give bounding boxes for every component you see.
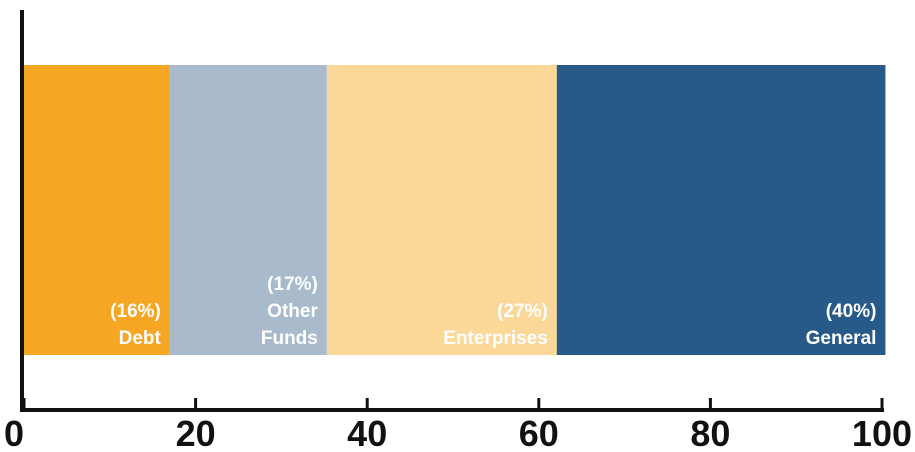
segment-percent-label: (40%) [826,301,877,322]
segment-labels: (16%) Debt (17%) Other Funds (27%) Enterprises… [110,274,876,349]
segment-name-label: General [806,328,877,349]
bar-segment-other-funds [169,65,327,355]
x-tick-label: 40 [347,413,387,452]
bar-segments [24,65,886,355]
x-tick-label: 100 [852,413,912,452]
segment-percent-label: (27%) [497,301,548,322]
segment-name-label: Enterprises [443,328,548,349]
x-tick-label: 0 [4,413,24,452]
x-axis-ticks: 0 20 40 60 80 100 [4,398,912,452]
segment-percent-label: (17%) [267,274,318,295]
segment-name-label: Funds [261,328,318,349]
bar-segment-enterprises [326,65,557,355]
x-tick-label: 20 [176,413,216,452]
bar-segment-debt [24,65,170,355]
bar-segment-general [556,65,886,355]
axes [20,10,884,412]
x-tick-label: 60 [519,413,559,452]
segment-name-label: Debt [119,328,162,349]
x-tick-label: 80 [690,413,730,452]
segment-percent-label: (16%) [110,301,161,322]
segment-name-label: Other [267,301,318,322]
